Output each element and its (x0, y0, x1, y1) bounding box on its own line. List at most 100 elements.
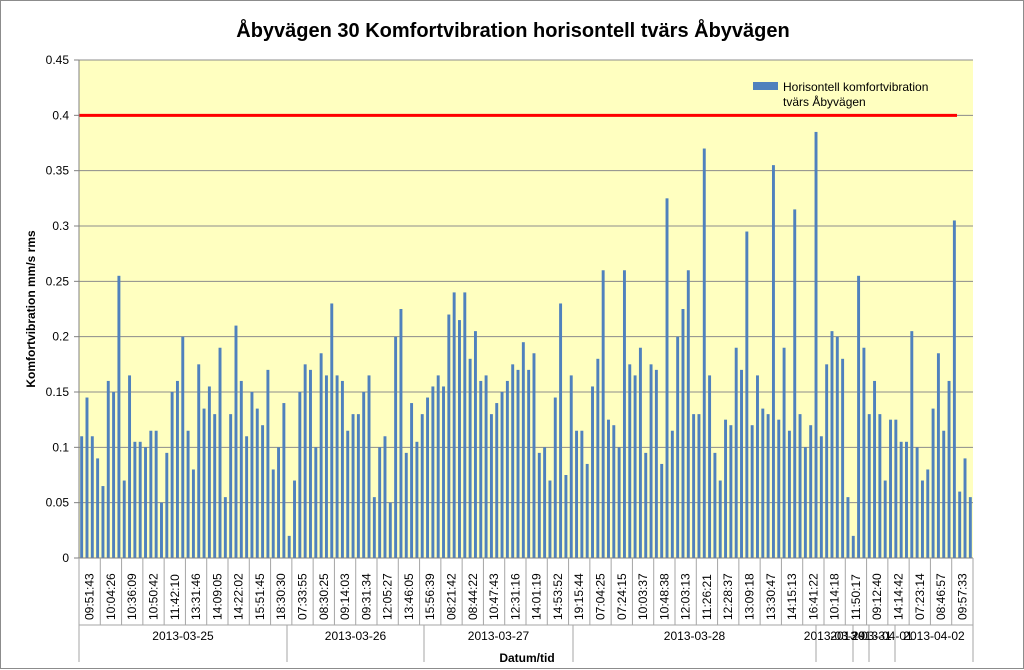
x-time-label: 13:46:05 (402, 573, 416, 620)
bar (314, 447, 318, 558)
bar (638, 347, 642, 558)
x-time-label: 18:30:30 (274, 573, 288, 620)
y-tick-label: 0.4 (52, 108, 69, 122)
bar (686, 270, 690, 558)
bar (298, 392, 302, 558)
bar (899, 441, 903, 558)
bar (500, 392, 504, 558)
x-date-label: 2013-03-25 (152, 629, 214, 643)
bar (628, 364, 632, 558)
bar (351, 414, 355, 558)
bar (207, 386, 211, 558)
bar (718, 480, 722, 558)
x-time-label: 12:05:27 (381, 573, 395, 620)
bar (479, 380, 483, 558)
bar (213, 414, 217, 558)
x-time-label: 14:01:19 (530, 573, 544, 620)
bar (787, 430, 791, 558)
bar (569, 375, 573, 558)
bar (798, 414, 802, 558)
bar (160, 502, 163, 558)
legend: Horisontell komfortvibration tvärs Åbyväg… (753, 80, 928, 109)
bar (782, 347, 786, 558)
bar (931, 408, 935, 558)
x-time-label: 14:14:42 (892, 573, 906, 620)
x-date-label: 2013-04-02 (903, 629, 965, 643)
x-time-label: 08:46:57 (934, 573, 948, 620)
x-date-label: 2013-04-01 (851, 629, 913, 643)
bar (862, 347, 866, 558)
x-time-label: 08:30:25 (317, 573, 331, 620)
bar (532, 353, 536, 558)
bar (873, 380, 877, 558)
bar (255, 408, 259, 558)
x-time-label: 12:31:16 (508, 573, 522, 620)
x-date-labels: 2013-03-25 2013-03-26 2013-03-27 2013-03-28… (78, 624, 974, 662)
bar (495, 403, 499, 558)
bar (591, 386, 594, 558)
bar (452, 292, 456, 558)
y-tick-label: 0.3 (52, 219, 69, 233)
bar (287, 535, 291, 558)
x-axis-title: Datum/tid (499, 651, 554, 665)
bar (261, 425, 265, 558)
x-time-label: 16:41:22 (806, 573, 820, 620)
x-time-label: 08:44:22 (466, 573, 480, 620)
bar (803, 447, 807, 558)
bar (266, 369, 270, 558)
x-time-label: 14:15:13 (785, 573, 799, 620)
bar (596, 358, 600, 558)
bar (239, 380, 243, 558)
bar (80, 436, 84, 558)
bar (489, 414, 493, 558)
bar (968, 497, 972, 558)
x-time-label: 14:22:02 (232, 573, 246, 620)
bar (106, 380, 110, 558)
bar (468, 358, 472, 558)
bar (473, 331, 477, 558)
bar (117, 275, 121, 558)
bar (830, 331, 834, 558)
y-tick-label: 0.35 (46, 164, 70, 178)
bar (963, 458, 967, 558)
bar (154, 430, 158, 558)
bar (702, 148, 706, 559)
bar (250, 392, 254, 558)
y-tick-label: 0.15 (46, 385, 70, 399)
bar (324, 375, 328, 558)
x-time-label: 15:56:39 (423, 573, 437, 620)
bar (229, 414, 233, 558)
bar (793, 209, 797, 558)
bar (724, 419, 728, 558)
bar (335, 375, 339, 558)
bar (548, 480, 552, 558)
x-time-label: 07:04:25 (594, 573, 608, 620)
bar (521, 342, 525, 558)
y-tick-label: 0.05 (46, 496, 70, 510)
bar (378, 447, 382, 558)
x-time-label: 13:09:18 (743, 573, 757, 620)
x-time-label: 10:04:26 (104, 573, 118, 620)
bar (952, 220, 956, 558)
bar (367, 375, 371, 558)
bar (85, 397, 89, 558)
bar (112, 392, 116, 558)
bar (309, 369, 312, 558)
bar (388, 502, 392, 558)
x-time-label: 10:47:43 (487, 573, 501, 620)
bar (612, 425, 616, 558)
legend-label-line: Horisontell komfortvibration (783, 80, 928, 94)
bar (601, 270, 605, 558)
bar (181, 336, 185, 558)
x-time-label: 09:31:34 (359, 573, 373, 620)
bar (458, 320, 461, 558)
x-time-label: 09:14:03 (338, 573, 352, 620)
bar (431, 386, 435, 558)
bar (516, 369, 520, 558)
bar (447, 314, 451, 558)
bar (857, 275, 861, 558)
bar (846, 497, 850, 558)
bar (814, 131, 818, 558)
bar (575, 430, 579, 558)
